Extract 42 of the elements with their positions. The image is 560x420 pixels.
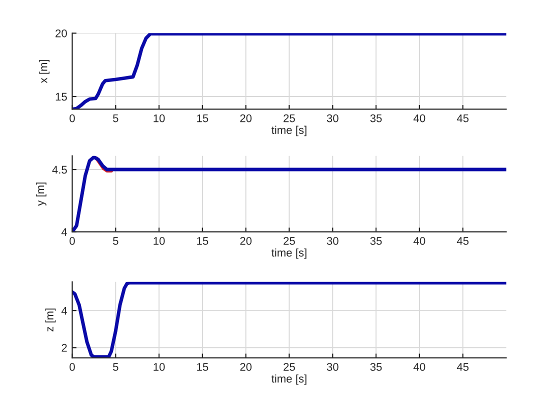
x-tick-label: 35 <box>370 236 382 245</box>
x-tick-label: 45 <box>456 114 469 122</box>
x-tick-label: 25 <box>284 362 295 371</box>
x-tick-label: 20 <box>240 114 252 122</box>
x-tick-label: 40 <box>414 362 426 371</box>
x-tick-label: 10 <box>154 236 165 245</box>
x-tick-label: 0 <box>70 114 75 122</box>
y-axis-title: z [m] <box>45 308 56 332</box>
x-tick-label: 40 <box>414 236 426 245</box>
x-axis-title: time [s] <box>272 248 306 259</box>
x-tick-label: 30 <box>326 362 338 371</box>
y-tick-label: 4 <box>61 306 68 315</box>
x-tick-label: 30 <box>326 236 338 245</box>
y-tick-label: 20 <box>56 29 67 38</box>
x-tick-label: 5 <box>112 237 118 245</box>
y-tick-label: 2 <box>62 344 67 352</box>
x-tick-label: 5 <box>112 114 118 122</box>
x-tick-label: 10 <box>154 114 165 122</box>
x-tick-label: 15 <box>197 114 208 122</box>
x-tick-label: 15 <box>197 363 208 371</box>
x-tick-label: 0 <box>70 236 75 245</box>
x-tick-label: 15 <box>197 237 208 245</box>
x-tick-label: 30 <box>326 114 338 122</box>
x-tick-label: 35 <box>370 114 382 122</box>
x-axis-title: time [s] <box>272 374 306 385</box>
x-axis-title: time [s] <box>272 126 306 136</box>
x-tick-label: 35 <box>370 362 382 371</box>
x-tick-label: 45 <box>456 237 469 245</box>
y-tick-label: 4.5 <box>52 166 67 174</box>
x-tick-label: 25 <box>284 236 295 245</box>
y-axis-title: y [m] <box>36 182 46 206</box>
x-tick-label: 20 <box>240 236 252 245</box>
y-tick-label: 4 <box>61 228 68 236</box>
x-tick-label: 20 <box>240 362 252 371</box>
y-axis-title: x [m] <box>39 60 50 84</box>
x-tick-label: 25 <box>284 114 295 122</box>
x-tick-label: 10 <box>154 362 165 371</box>
x-tick-label: 45 <box>456 363 469 371</box>
x-tick-label: 5 <box>112 363 118 371</box>
x-tick-label: 0 <box>70 362 75 371</box>
y-tick-label: 15 <box>56 92 67 101</box>
x-tick-label: 40 <box>414 114 426 122</box>
